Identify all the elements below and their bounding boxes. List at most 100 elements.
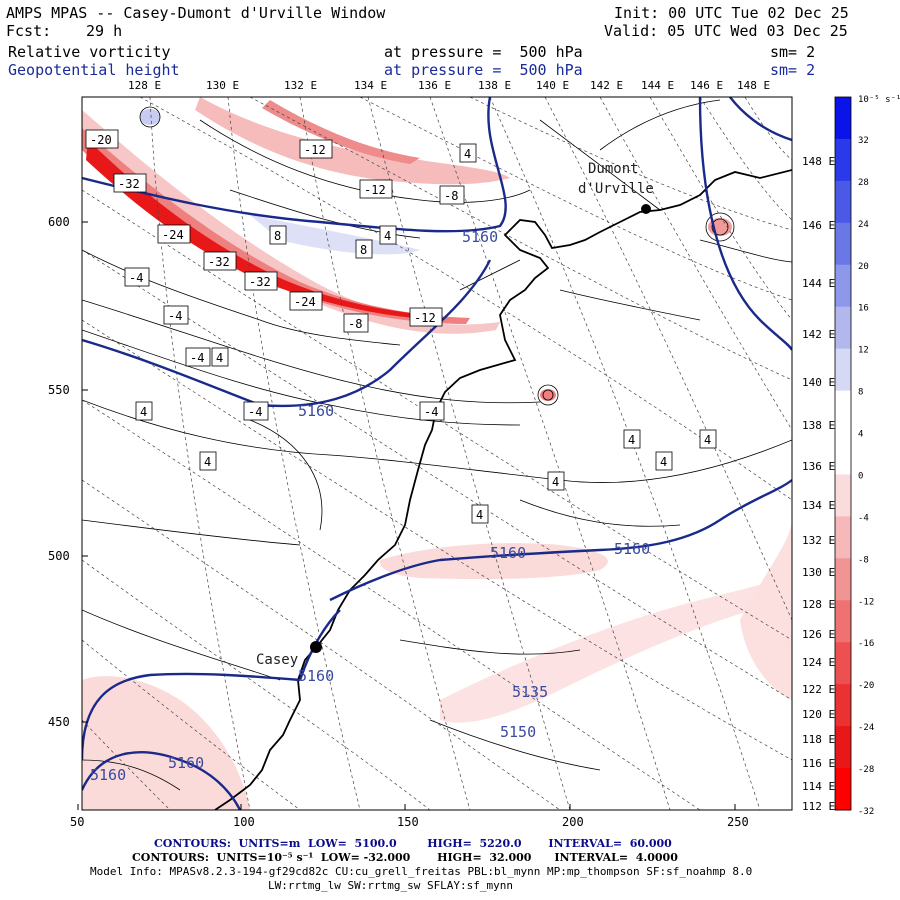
colorbar-segment [835, 138, 851, 182]
x-axis-tick: 50 [70, 815, 84, 829]
y-axis-tick: 550 [48, 383, 70, 397]
vorticity-label: 8 [360, 243, 367, 257]
vorticity-label: -32 [118, 177, 140, 191]
grid-line [82, 719, 171, 810]
axis-ticks: 600 550 500 450 50 100 150 200 250 [48, 215, 749, 829]
colorbar-frame [834, 96, 852, 811]
x-axis-tick: 150 [397, 815, 419, 829]
vorticity-shade-band [540, 389, 556, 401]
vorticity-label-box [289, 291, 323, 311]
vorticity-label-box [439, 185, 465, 205]
height-label: 5160 [490, 544, 526, 562]
vorticity-label-box [269, 225, 287, 245]
vorticity-label: 4 [464, 147, 471, 161]
height-label: 5135 [512, 683, 548, 701]
y-axis-tick: 450 [48, 715, 70, 729]
map-frame [81, 96, 793, 811]
init-time: Init: 00 UTC Tue 02 Dec 25 [614, 4, 849, 22]
vorticity-label-box [355, 239, 373, 259]
colorbar-segment [835, 726, 851, 769]
y-axis-tick: 500 [48, 549, 70, 563]
colorbar-label: 12 [858, 346, 869, 356]
vorticity-shade-band [82, 676, 250, 810]
colorbar-label: -20 [858, 681, 874, 691]
height-contour-labels: 5160 5160 5160 5160 5160 5160 5160 5150 5135 [90, 228, 650, 784]
right-lon-label: 122 E [802, 683, 835, 696]
grid-line [744, 97, 792, 161]
vorticity-label: 4 [140, 405, 147, 419]
height-label: 5160 [298, 667, 334, 685]
vorticity-label: 4 [628, 433, 635, 447]
grid-line [249, 97, 792, 381]
right-lon-label: 116 E [802, 757, 835, 770]
vorticity-label: 8 [274, 229, 281, 243]
vorticity-label: -12 [414, 311, 436, 325]
x-axis-tick: 200 [562, 815, 584, 829]
colorbar-label: 8 [858, 388, 863, 398]
grid-line [469, 97, 792, 231]
colorbar-segment [835, 516, 851, 559]
vorticity-label: 4 [384, 229, 391, 243]
vorticity-label-box [471, 504, 489, 524]
colorbar-segment [835, 97, 851, 140]
valid-time: Valid: 05 UTC Wed 03 Dec 25 [604, 22, 848, 40]
forecast-label: Fcst: [6, 22, 52, 40]
casey-marker [310, 641, 322, 653]
casey-label: Casey [256, 652, 298, 668]
colorbar-segment [835, 306, 851, 350]
vorticity-label: -4 [168, 309, 182, 323]
colorbar-label: -16 [858, 639, 874, 649]
right-lon-label: 144 E [802, 277, 835, 290]
footer-model-info: Model Info: MPASv8.2.3-194-gf29cd82c CU:… [90, 865, 753, 878]
top-lon-label: 146 E [690, 79, 723, 92]
positive-vorticity-shade [250, 215, 420, 255]
field1-level: at pressure = 500 hPa [384, 43, 583, 61]
vorticity-label: -20 [90, 133, 112, 147]
colorbar-label: -32 [858, 807, 874, 817]
top-lon-label: 130 E [206, 79, 239, 92]
vorticity-label: -12 [364, 183, 386, 197]
grid-line [82, 479, 561, 810]
vorticity-label: -24 [294, 295, 316, 309]
right-lon-label: 112 E [802, 800, 835, 813]
top-lon-label: 138 E [478, 79, 511, 92]
field2-level: at pressure = 500 hPa [384, 61, 583, 79]
grid-line [82, 559, 431, 810]
grid-line [227, 97, 361, 810]
vorticity-label-box [124, 267, 150, 287]
height-label: 5160 [614, 540, 650, 558]
grid-line [649, 97, 792, 321]
x-axis-tick: 250 [727, 815, 749, 829]
height-contours [82, 97, 792, 810]
colorbar-label: -8 [858, 555, 869, 565]
colorbar-label: 0 [858, 471, 863, 481]
height-label: 5160 [298, 402, 334, 420]
dumont-label-line1: Dumont [588, 161, 639, 177]
colorbar-label: -4 [858, 513, 869, 523]
vorticity-label: -32 [208, 255, 230, 269]
top-lon-label: 144 E [641, 79, 674, 92]
top-lon-label: 132 E [284, 79, 317, 92]
colorbar-label: -12 [858, 597, 874, 607]
grid-line [149, 97, 251, 810]
vorticity-label: -12 [304, 143, 326, 157]
top-longitude-labels: 128 E 130 E 132 E 134 E 136 E 138 E 140 E 142 E… [128, 79, 770, 92]
colorbar-label: 4 [858, 430, 863, 440]
colorbar: 32 28 24 20 16 12 8 4 0 -4 -8 -12 -16 -20 -24 -28 -32 [834, 96, 874, 817]
vorticity-label: -4 [190, 351, 204, 365]
right-lon-label: 132 E [802, 534, 835, 547]
vorticity-label-box [244, 271, 278, 291]
top-lon-label: 148 E [737, 79, 770, 92]
dumont-label-line2: d'Urville [578, 181, 654, 197]
coastline [214, 169, 792, 810]
positive-vorticity-shade [140, 109, 160, 125]
vorticity-label-box [203, 251, 237, 271]
map-title: AMPS MPAS -- Casey-Dumont d'Urville Wind… [6, 4, 386, 22]
colorbar-segment [835, 642, 851, 685]
grid-line [82, 639, 301, 810]
grid-line [489, 97, 761, 810]
colorbar-segment [835, 558, 851, 601]
grid-line [699, 97, 792, 221]
top-lon-label: 128 E [128, 79, 161, 92]
vorticity-label-box [547, 471, 565, 491]
